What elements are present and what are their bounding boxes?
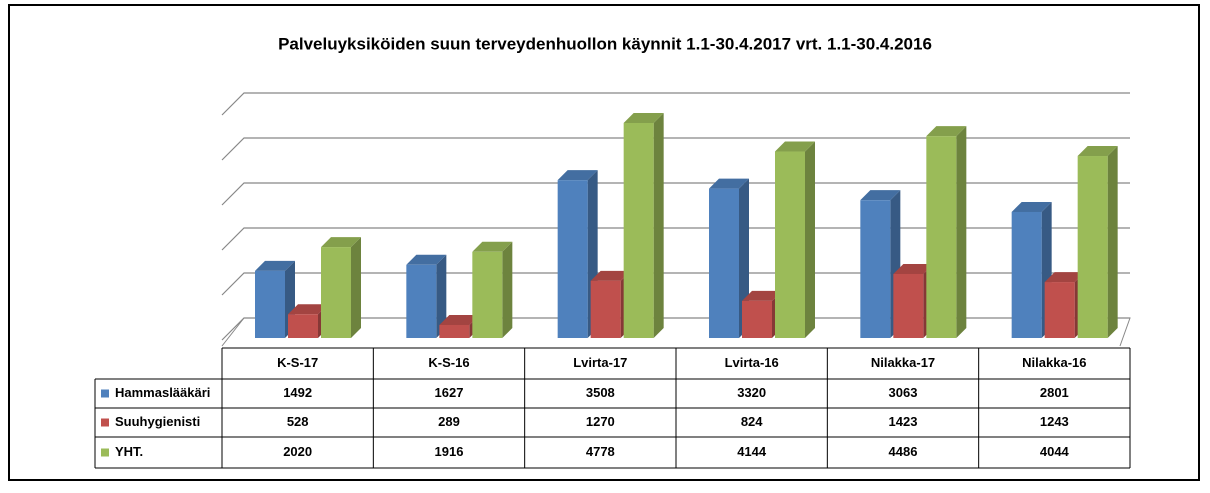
bar-face — [351, 237, 361, 338]
bar-face — [893, 263, 934, 274]
table-value: 1627 — [435, 385, 464, 400]
chart-title: Palveluyksiköiden suun terveydenhuollon … — [278, 34, 932, 53]
bar-face — [956, 126, 967, 338]
bar-face — [623, 122, 654, 339]
bar-face — [1077, 146, 1118, 157]
category-label: Nilakka-17 — [871, 355, 935, 370]
category-label: K-S-17 — [277, 355, 318, 370]
table-value: 3320 — [737, 385, 766, 400]
table-value: 289 — [438, 414, 460, 429]
legend-swatch — [101, 448, 109, 457]
bar-face — [709, 188, 739, 338]
bar — [860, 190, 901, 338]
bar-face — [1044, 272, 1085, 283]
bar-face — [557, 170, 598, 181]
table-value: 3508 — [586, 385, 615, 400]
bar-face — [860, 200, 891, 338]
grid-line — [221, 182, 1130, 206]
bar — [557, 170, 598, 338]
bar-face — [1011, 201, 1052, 212]
grid-line — [221, 92, 1130, 116]
bar-face — [472, 251, 503, 338]
category-label: K-S-16 — [428, 355, 469, 370]
legend-label: Suuhygienisti — [115, 414, 200, 429]
bar-face — [1044, 282, 1075, 338]
floor — [221, 317, 1131, 347]
bar-face — [321, 237, 361, 248]
category-label: Nilakka-16 — [1022, 355, 1086, 370]
bar-face — [893, 273, 924, 338]
bar-face — [860, 190, 901, 201]
bar-face — [502, 241, 513, 338]
bar-face — [436, 254, 447, 338]
bar-face — [623, 112, 664, 123]
bar-face — [709, 178, 749, 189]
table-value: 4044 — [1040, 444, 1070, 459]
bar — [775, 141, 815, 338]
bar — [406, 254, 447, 338]
bar-face — [1077, 156, 1108, 338]
grid-line — [221, 137, 1130, 161]
bar-face — [653, 112, 664, 339]
table-value: 824 — [741, 414, 763, 429]
bar-face — [1011, 211, 1042, 338]
bar-face — [439, 314, 480, 325]
bar-face — [742, 290, 782, 301]
bar-face — [926, 126, 967, 137]
table-value: 2801 — [1040, 385, 1069, 400]
table-value: 528 — [287, 414, 309, 429]
category-label: Lvirta-16 — [725, 355, 779, 370]
table-value: 1423 — [889, 414, 918, 429]
bar-face — [288, 314, 318, 338]
bar — [709, 178, 749, 338]
category-label: Lvirta-17 — [573, 355, 627, 370]
bar-face — [557, 180, 588, 338]
legend-swatch — [101, 418, 109, 427]
table-value: 4486 — [889, 444, 918, 459]
table-value: 2020 — [283, 444, 312, 459]
table-value: 1270 — [586, 414, 615, 429]
bar-face — [321, 247, 351, 338]
table-value: 1243 — [1040, 414, 1069, 429]
bar-face — [1107, 146, 1118, 338]
bar-face — [775, 141, 815, 152]
bar — [321, 237, 361, 338]
bar-face — [406, 254, 447, 265]
table-value: 1492 — [283, 385, 312, 400]
bar-face — [775, 151, 805, 338]
bar-face — [255, 270, 285, 338]
table-value: 4778 — [586, 444, 615, 459]
grid-line — [221, 227, 1130, 251]
bar — [472, 241, 513, 338]
bar-face — [742, 300, 772, 338]
bar — [1077, 146, 1118, 338]
bar — [623, 112, 664, 339]
bar-face — [288, 304, 328, 315]
bar — [926, 126, 967, 338]
bar-face — [439, 324, 470, 338]
frame — [8, 4, 1200, 481]
table-value: 4144 — [737, 444, 767, 459]
bar-face — [926, 136, 957, 338]
legend-label: YHT. — [115, 444, 143, 459]
legend-label: Hammaslääkäri — [115, 385, 210, 400]
grid-line — [221, 272, 1130, 296]
bar-face — [805, 141, 815, 338]
bar-face — [590, 270, 631, 281]
bar-face — [406, 264, 437, 338]
table-value: 1916 — [435, 444, 464, 459]
legend-swatch — [101, 389, 109, 398]
table-value: 3063 — [889, 385, 918, 400]
bar-face — [255, 260, 295, 271]
bar-face — [590, 280, 621, 338]
bar-face — [472, 241, 513, 252]
